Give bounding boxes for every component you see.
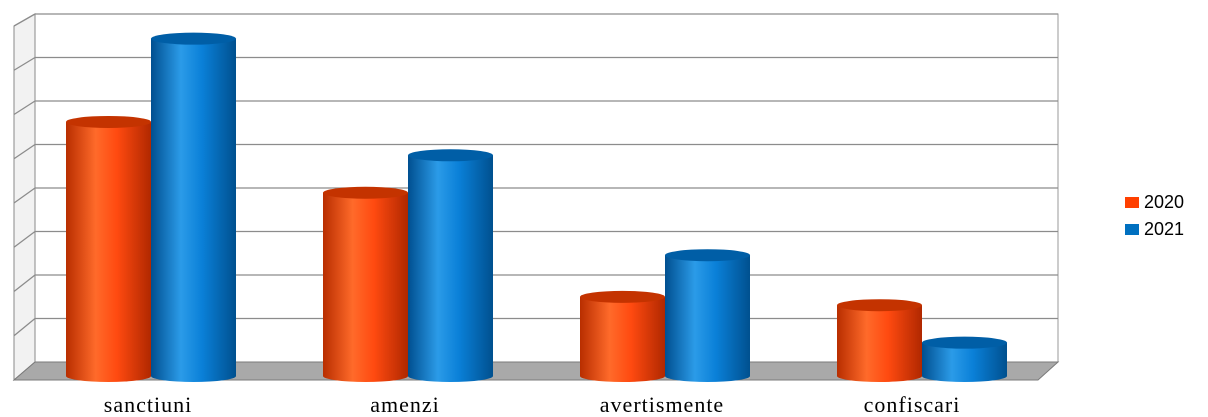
bar-cap — [323, 186, 408, 199]
bar-amenzi-2020 — [323, 186, 408, 382]
legend-swatch-2021 — [1125, 224, 1139, 235]
gridline-side — [13, 56, 36, 71]
bar-avertismente-2020 — [580, 290, 665, 382]
bar-confiscari-2020 — [837, 299, 922, 382]
bar-body — [837, 305, 922, 382]
bar-confiscari-2021 — [922, 336, 1007, 382]
bar-body — [323, 192, 408, 382]
category-label-avertismente: avertismente — [600, 392, 724, 417]
bar-body — [408, 155, 493, 382]
category-label-amenzi: amenzi — [370, 392, 440, 417]
gridline-side — [13, 317, 36, 337]
gridline-side — [13, 187, 36, 204]
category-label-sanctiuni: sanctiuni — [104, 392, 192, 417]
bar-cap — [922, 336, 1007, 349]
bar-sanctiuni-2020 — [66, 115, 151, 382]
gridline-side — [13, 143, 36, 160]
bar-body — [580, 296, 665, 382]
bar-amenzi-2021 — [408, 149, 493, 382]
gridline-side — [13, 100, 36, 116]
gridline-side — [13, 13, 36, 27]
bars — [66, 32, 1007, 383]
bar-body — [151, 38, 236, 383]
bar-avertismente-2021 — [665, 249, 750, 382]
legend-label-2021: 2021 — [1144, 219, 1184, 239]
bar-cap — [408, 149, 493, 162]
bar-body — [922, 342, 1007, 382]
category-labels: sanctiuni amenzi avertismente confiscari — [104, 392, 961, 417]
bar-cap — [66, 115, 151, 128]
gridline-side — [13, 274, 36, 293]
gridline-side — [13, 230, 36, 248]
bar-cap — [580, 290, 665, 303]
bar-body — [665, 255, 750, 382]
bar-body — [66, 121, 151, 382]
legend-label-2020: 2020 — [1144, 192, 1184, 212]
bar-sanctiuni-2021 — [151, 32, 236, 383]
bar-cap — [151, 32, 236, 45]
category-label-confiscari: confiscari — [864, 392, 961, 417]
plot-area — [12, 13, 1060, 382]
legend-swatch-2020 — [1125, 197, 1139, 208]
bar-cap — [837, 299, 922, 312]
bar-cap — [665, 249, 750, 262]
legend: 2020 2021 — [1125, 192, 1184, 239]
